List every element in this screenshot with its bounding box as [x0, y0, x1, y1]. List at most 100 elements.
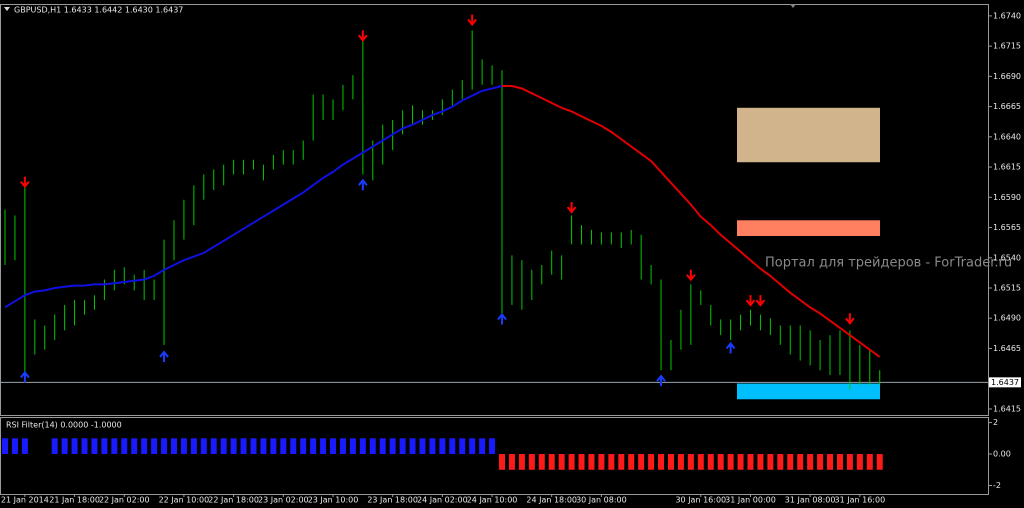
indicator-frame: [0, 417, 989, 495]
rsi-bar: [280, 438, 287, 455]
x-tick-label: 30 Jan 16:00: [675, 496, 726, 505]
y-tick-label: 1.6565: [993, 223, 1021, 232]
x-tick-label: 21 Jan 18:00: [49, 496, 100, 505]
x-tick-label: 31 Jan 08:00: [785, 496, 836, 505]
rsi-bar: [111, 438, 118, 455]
rsi-bar: [807, 454, 814, 470]
rsi-bar: [528, 454, 535, 470]
rsi-bar: [339, 438, 346, 455]
rsi-bar: [777, 454, 784, 470]
rsi-bar: [161, 438, 168, 455]
rsi-bar: [667, 454, 674, 470]
x-tick-label: 22 Jan 18:00: [208, 496, 259, 505]
sell-arrow: [20, 176, 30, 189]
y-tick-label: 1.6665: [993, 102, 1021, 111]
y-tick-label: 1.6490: [993, 314, 1021, 323]
sell-arrow: [745, 295, 756, 307]
x-tick-label: 23 Jan 02:00: [258, 496, 309, 505]
signal-zone: [737, 220, 880, 237]
rsi-bar: [707, 454, 714, 470]
sell-arrow: [755, 295, 766, 307]
rsi-bar: [429, 438, 436, 455]
rsi-bar: [697, 454, 704, 470]
rsi-bar: [787, 454, 794, 470]
rsi-bar: [578, 454, 585, 470]
y-tick-label: 1.6690: [993, 72, 1021, 81]
rsi-bar: [618, 454, 625, 470]
watermark: Портал для трейдеров - ForTrader.ru: [765, 256, 1012, 271]
rsi-bar: [518, 454, 525, 470]
y-tick-label: 1.6640: [993, 132, 1021, 141]
signal-zone: [737, 107, 880, 163]
rsi-bar: [836, 454, 843, 470]
rsi-bar: [300, 438, 307, 455]
rsi-bar: [240, 438, 247, 455]
rsi-bar: [797, 454, 804, 470]
y-tick-label: 1.6540: [993, 253, 1021, 262]
sell-arrow: [845, 313, 855, 325]
indicator-title: RSI Filter(14) 0.0000 -1.0000: [6, 421, 122, 430]
x-tick-label: 21 Jan 2014: [1, 496, 49, 505]
shift-marker: [790, 4, 796, 8]
rsi-bar: [658, 454, 665, 470]
moving-average: [502, 85, 881, 358]
rsi-bar: [648, 454, 655, 470]
rsi-bar: [320, 438, 327, 455]
x-tick-label: 23 Jan 18:00: [367, 496, 418, 505]
rsi-bar: [379, 438, 386, 455]
signal-zone: [737, 383, 880, 400]
rsi-bar: [389, 438, 396, 455]
menu-icon[interactable]: [4, 7, 10, 11]
moving-average: [4, 85, 503, 309]
rsi-bar: [151, 438, 158, 455]
rsi-bar: [588, 454, 595, 470]
rsi-bar: [359, 438, 366, 455]
rsi-bar: [856, 454, 863, 470]
x-tick-label: 24 Jan 02:00: [417, 496, 468, 505]
rsi-bar: [727, 454, 734, 470]
rsi-bar: [419, 438, 426, 455]
buy-arrow: [497, 312, 507, 325]
rsi-bar: [628, 454, 635, 470]
rsi-bar: [767, 454, 774, 470]
rsi-bar: [568, 454, 575, 470]
rsi-bar: [558, 454, 565, 470]
rsi-bar: [349, 438, 356, 455]
sell-arrow: [566, 201, 577, 214]
rsi-bar: [459, 438, 466, 455]
rsi-bar: [91, 438, 98, 455]
rsi-bar: [210, 438, 217, 455]
rsi-bar: [51, 438, 58, 455]
rsi-bar: [638, 454, 645, 470]
current-price-box: [989, 377, 1021, 388]
y-tick-label: 1.6715: [993, 42, 1021, 51]
rsi-bar: [290, 438, 297, 455]
rsi-bar: [866, 454, 873, 470]
x-tick-label: 31 Jan 16:00: [835, 496, 886, 505]
rsi-bar: [846, 454, 853, 470]
buy-arrow: [159, 350, 169, 362]
rsi-bar: [687, 454, 694, 470]
sell-arrow: [358, 30, 368, 42]
rsi-bar: [141, 438, 148, 455]
y-tick-label: 1.6515: [993, 284, 1021, 293]
x-tick-label: 23 Jan 10:00: [308, 496, 359, 505]
rsi-bar: [757, 454, 764, 470]
rsi-bar: [508, 454, 515, 470]
x-tick-label: 30 Jan 08:00: [576, 496, 627, 505]
buy-arrow: [656, 374, 666, 387]
rsi-bar: [250, 438, 257, 455]
x-tick-label: 22 Jan 10:00: [159, 496, 210, 505]
rsi-bar: [747, 454, 754, 470]
current-price-label: 1.6437: [991, 378, 1019, 387]
buy-arrow: [20, 370, 30, 383]
rsi-bar: [817, 454, 824, 470]
rsi-bar: [717, 454, 724, 470]
rsi-bar: [61, 438, 68, 455]
rsi-bar: [449, 438, 456, 455]
rsi-bar: [499, 454, 505, 470]
rsi-bar: [677, 454, 684, 470]
y-tick-label: 1.6615: [993, 163, 1021, 172]
